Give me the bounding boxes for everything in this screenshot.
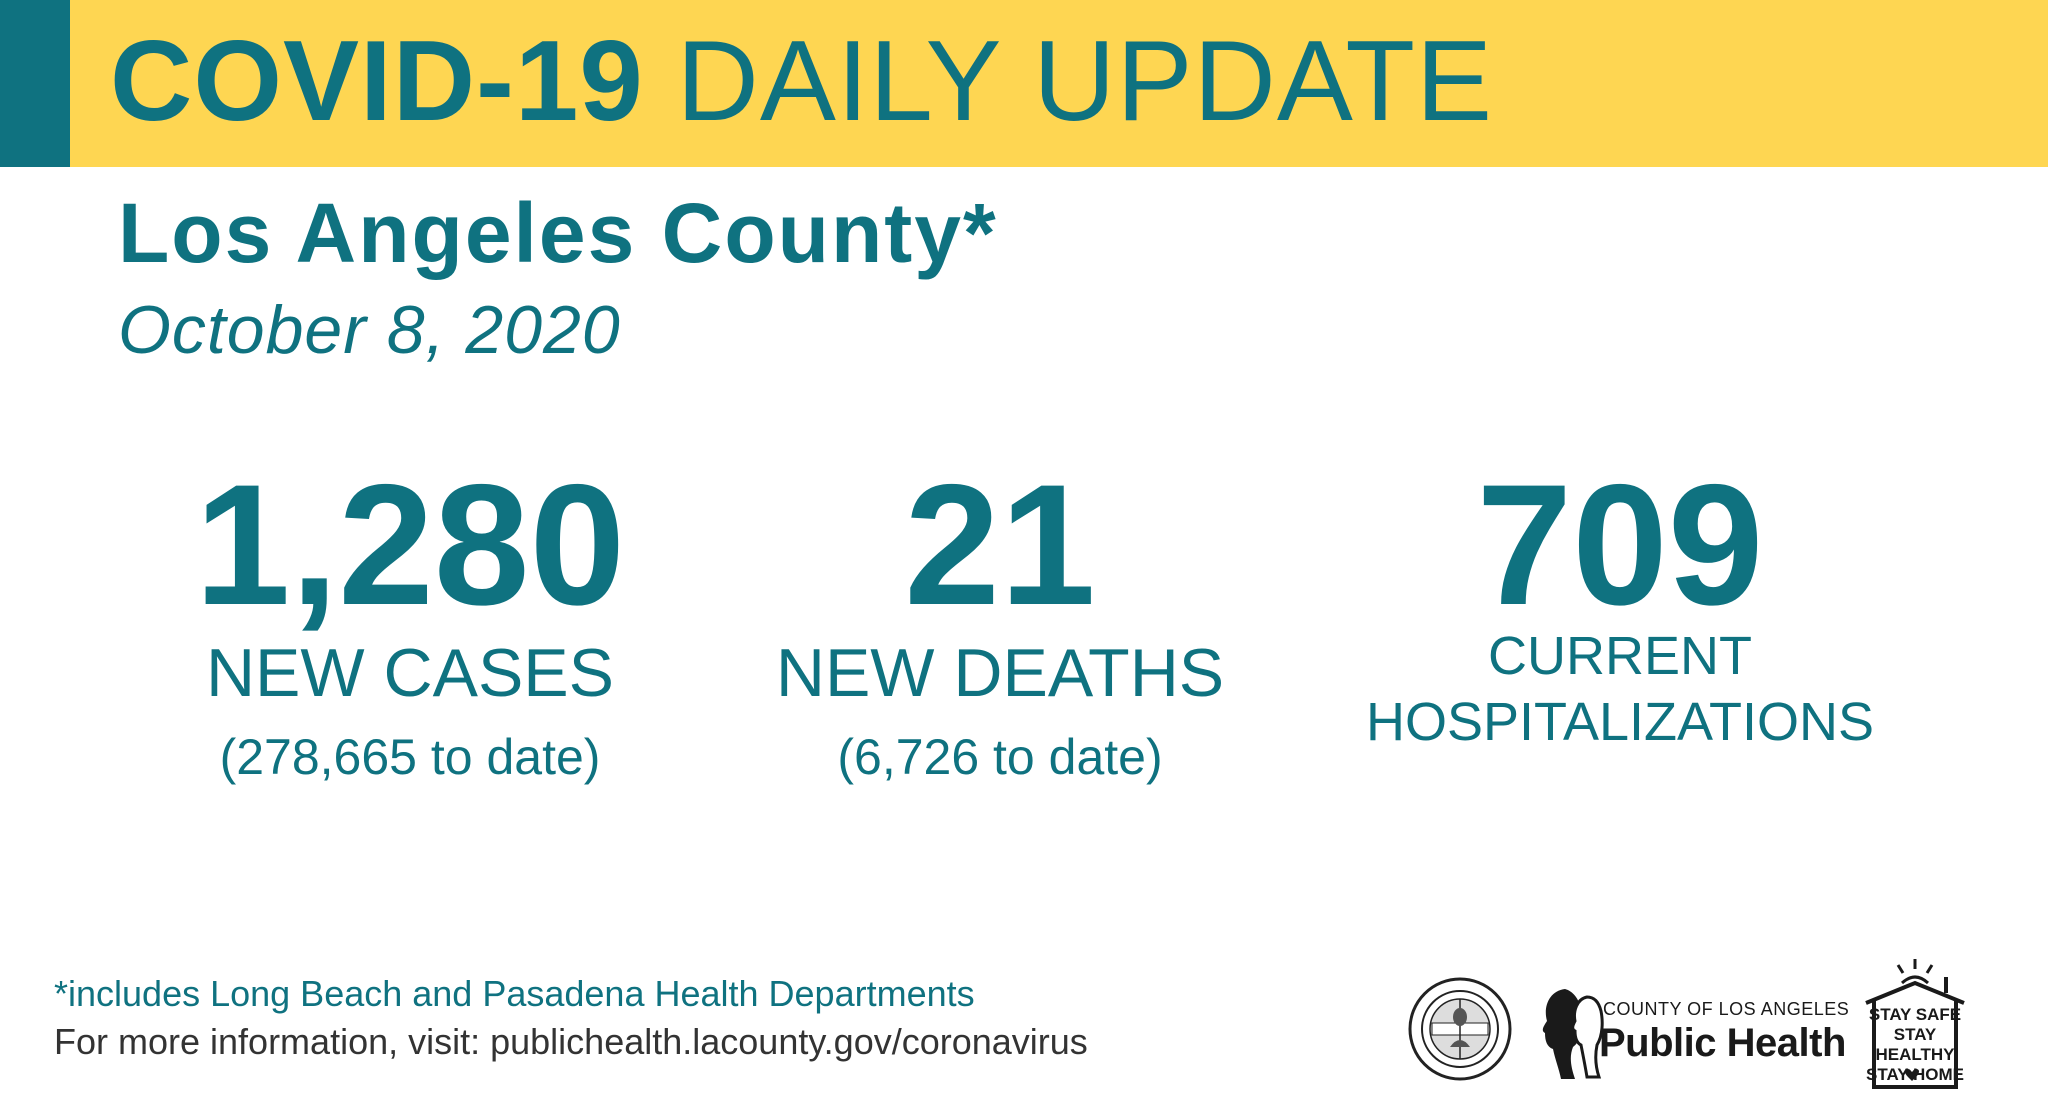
county-heading: Los Angeles County* (118, 186, 998, 280)
hospitalizations-label: CURRENT HOSPITALIZATIONS (1330, 623, 1910, 755)
more-info-link-text: For more information, visit: publichealt… (54, 1021, 1088, 1062)
update-date: October 8, 2020 (118, 292, 621, 368)
stat-new-cases: 1,280 NEW CASES (278,665 to date) (130, 455, 690, 789)
public-health-name: Public Health (1599, 1021, 1846, 1065)
stay-safe-line3: STAY HOME (1866, 1065, 1964, 1084)
banner-title: COVID-19 DAILY UPDATE (110, 22, 1493, 142)
new-deaths-label: NEW DEATHS (775, 635, 1225, 711)
new-cases-label: NEW CASES (205, 635, 615, 711)
new-cases-value: 1,280 (194, 449, 626, 641)
profile-heads-icon (1542, 989, 1604, 1079)
hospitalizations-label-line1: CURRENT (1488, 626, 1752, 686)
hospitalizations-label-line2: HOSPITALIZATIONS (1365, 692, 1875, 752)
hospitalizations-value: 709 (1476, 449, 1764, 641)
public-health-logo: COUNTY OF LOS ANGELES Public Health (1535, 983, 1849, 1083)
house-outline-icon (1865, 959, 1965, 1089)
new-deaths-value: 21 (904, 449, 1096, 641)
stat-current-hospitalizations: 709 CURRENT HOSPITALIZATIONS (1330, 455, 1910, 755)
logo-row: COUNTY OF LOS ANGELES Public Health STAY… (1400, 955, 2000, 1095)
banner-title-rest: DAILY UPDATE (676, 18, 1494, 145)
stay-safe-line2: STAY HEALTHY (1875, 1025, 1955, 1064)
banner-title-bold: COVID-19 (110, 18, 644, 145)
footnote: *includes Long Beach and Pasadena Health… (54, 973, 975, 1014)
public-health-county-text: COUNTY OF LOS ANGELES (1603, 999, 1850, 1019)
stat-new-deaths: 21 NEW DEATHS (6,726 to date) (740, 455, 1260, 789)
county-seal-icon (1408, 977, 1512, 1081)
stay-safe-line1: STAY SAFE (1868, 1005, 1962, 1024)
title-banner: COVID-19 DAILY UPDATE (0, 0, 2048, 167)
cases-to-date: (278,665 to date) (219, 729, 601, 785)
banner-accent-bar (0, 0, 70, 167)
deaths-to-date: (6,726 to date) (837, 729, 1163, 785)
stay-safe-logo: STAY SAFE STAY HEALTHY STAY HOME (1860, 957, 1970, 1093)
stay-safe-text: STAY SAFE STAY HEALTHY STAY HOME (1860, 1005, 1970, 1085)
